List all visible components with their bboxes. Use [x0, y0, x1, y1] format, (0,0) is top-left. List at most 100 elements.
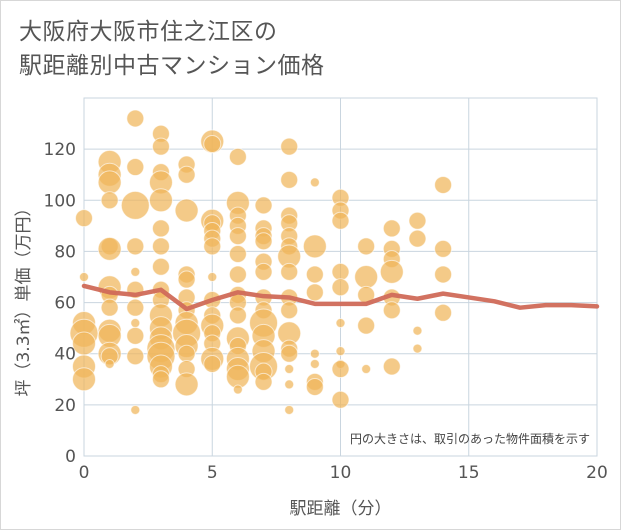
data-point — [228, 227, 247, 246]
y-tick-labels: 0 20 40 60 80 100 120 — [44, 140, 76, 467]
data-point — [228, 306, 247, 325]
y-tick-label: 0 — [65, 447, 76, 467]
data-point — [331, 360, 350, 379]
chart-title-line2: 駅距離別中古マンション価格 — [19, 53, 325, 79]
data-point — [203, 135, 222, 154]
chart-title-line1: 大阪府大阪市住之江区の — [19, 19, 278, 45]
data-point — [100, 191, 119, 210]
data-point — [408, 211, 427, 230]
data-point — [434, 303, 453, 322]
chart-title: 大阪府大阪市住之江区の 駅距離別中古マンション価格 — [19, 15, 325, 83]
data-point — [104, 358, 115, 369]
data-point — [331, 390, 350, 409]
data-point — [126, 298, 145, 317]
data-point — [120, 190, 150, 220]
data-point — [126, 158, 145, 177]
data-point — [382, 301, 401, 320]
data-point — [151, 137, 170, 156]
data-point — [151, 219, 170, 238]
data-point — [174, 198, 199, 223]
data-point — [357, 316, 376, 335]
data-point — [126, 347, 145, 366]
data-point — [254, 262, 273, 281]
data-point — [357, 237, 376, 256]
x-tick-label: 5 — [207, 463, 218, 483]
data-point — [100, 298, 119, 317]
bubbles — [69, 109, 453, 415]
data-point — [126, 109, 145, 128]
data-point — [284, 404, 295, 415]
x-tick-label: 20 — [586, 463, 608, 483]
data-point — [412, 343, 423, 354]
size-note: 円の大きさは、取引のあった物件面積を示す — [350, 431, 590, 446]
data-point — [280, 262, 299, 281]
data-point — [148, 188, 173, 213]
data-point — [280, 170, 299, 189]
data-point — [382, 357, 401, 376]
data-point — [228, 265, 247, 284]
data-point — [382, 219, 401, 238]
data-point — [412, 325, 423, 336]
data-point — [151, 237, 170, 256]
data-point — [97, 236, 122, 261]
y-tick-label: 100 — [44, 191, 76, 211]
data-point — [354, 265, 379, 289]
data-point — [434, 265, 453, 284]
data-point — [79, 272, 89, 282]
y-tick-label: 120 — [44, 140, 76, 160]
data-point — [228, 147, 247, 166]
x-tick-label: 15 — [458, 463, 480, 483]
data-point — [309, 177, 320, 188]
data-point — [254, 196, 273, 215]
data-point — [434, 239, 453, 258]
x-tick-label: 0 — [79, 463, 90, 483]
data-point — [280, 344, 299, 363]
data-point — [228, 244, 247, 263]
data-point — [254, 232, 273, 251]
data-point — [434, 175, 453, 194]
data-point — [130, 318, 141, 329]
data-point — [335, 318, 346, 329]
data-point — [302, 234, 327, 259]
x-tick-label: 10 — [330, 463, 352, 483]
data-point — [305, 265, 324, 284]
data-point — [280, 301, 299, 320]
data-point — [284, 364, 295, 375]
data-point — [75, 209, 93, 228]
data-point — [177, 270, 196, 289]
data-point — [72, 367, 96, 392]
trend-line-path — [81, 283, 600, 312]
data-point — [126, 326, 145, 345]
data-point — [126, 237, 145, 256]
trend-line — [81, 283, 600, 312]
data-point — [284, 379, 295, 390]
data-point — [309, 348, 320, 359]
data-point — [335, 346, 346, 357]
data-point — [177, 165, 196, 184]
data-point — [305, 377, 324, 396]
data-point — [232, 384, 243, 395]
data-point — [203, 237, 222, 256]
x-axis-title: 駅距離（分） — [290, 499, 392, 519]
y-tick-label: 40 — [54, 345, 76, 365]
data-point — [331, 262, 350, 281]
data-point — [130, 266, 141, 277]
y-tick-label: 80 — [54, 242, 76, 262]
data-point — [130, 404, 141, 415]
data-point — [331, 278, 350, 297]
x-tick-labels: 0 5 10 15 20 — [79, 463, 608, 483]
data-point — [331, 211, 350, 230]
data-point — [207, 272, 218, 282]
data-point — [203, 354, 222, 373]
y-axis-title: 坪（3.3㎡）単価（万円） — [14, 199, 34, 396]
data-point — [151, 370, 170, 389]
data-point — [408, 229, 427, 248]
data-point — [280, 137, 299, 156]
data-point — [361, 364, 372, 375]
data-point — [254, 372, 273, 391]
data-point — [174, 372, 199, 397]
data-point — [305, 283, 324, 302]
y-tick-label: 60 — [54, 294, 76, 314]
data-point — [379, 259, 404, 284]
